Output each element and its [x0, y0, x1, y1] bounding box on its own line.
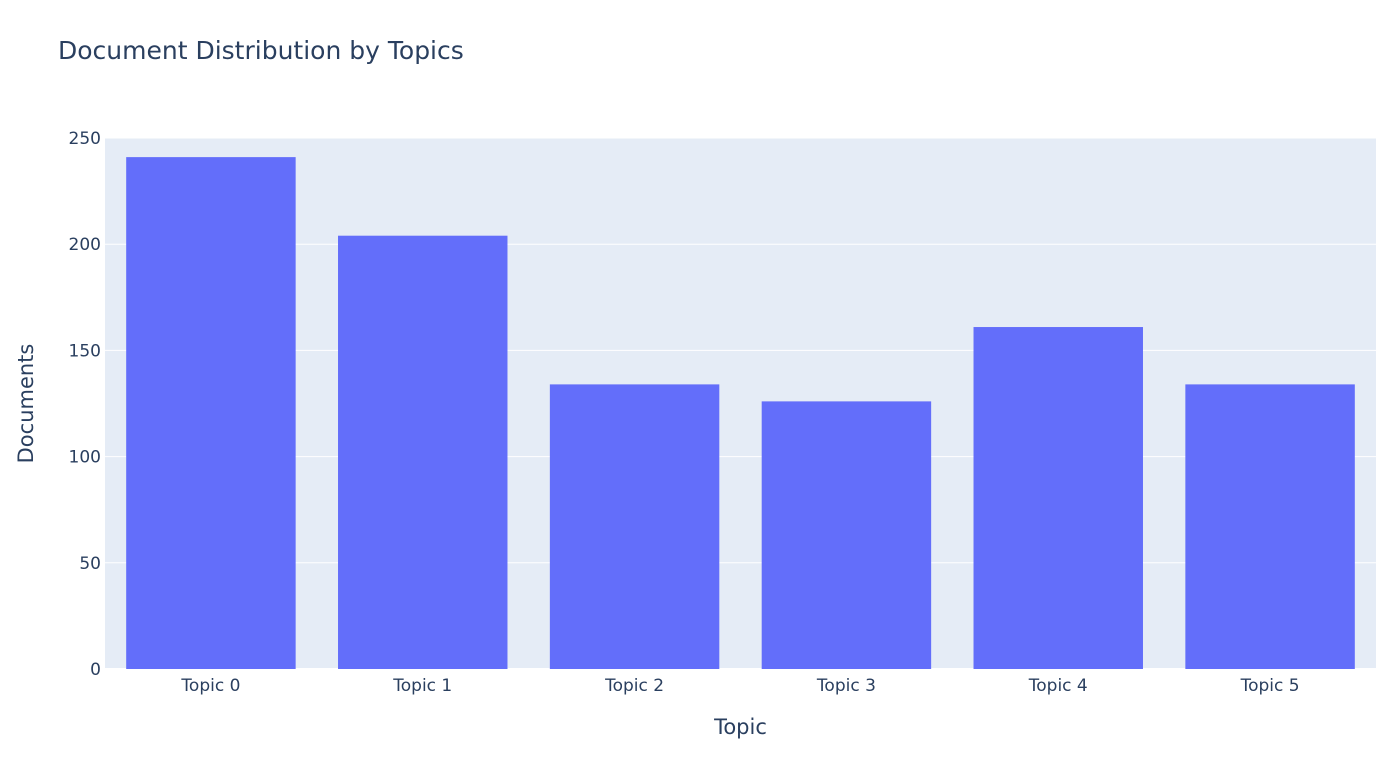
y-axis-title: Documents — [14, 344, 38, 464]
x-tick-label: Topic 0 — [180, 676, 240, 696]
x-tick-label: Topic 4 — [1028, 676, 1088, 696]
plot-area — [105, 138, 1376, 669]
y-tick-label: 0 — [90, 660, 101, 680]
bar[interactable] — [338, 235, 508, 670]
bar[interactable] — [126, 157, 296, 669]
y-tick-label: 250 — [69, 129, 101, 149]
y-axis-ticks: 0 50 100 150 200 250 — [69, 129, 101, 680]
x-axis-title: Topic — [713, 715, 767, 739]
chart-title: Document Distribution by Topics — [58, 36, 464, 65]
bar[interactable] — [1185, 384, 1355, 669]
x-tick-label: Topic 2 — [604, 676, 664, 696]
x-tick-label: Topic 1 — [392, 676, 452, 696]
x-tick-label: Topic 3 — [816, 676, 876, 696]
gridlines — [105, 137, 1376, 670]
x-tick-label: Topic 5 — [1240, 676, 1300, 696]
y-tick-label: 150 — [69, 341, 101, 361]
bar[interactable] — [761, 401, 932, 669]
bars — [126, 157, 1355, 670]
x-axis-ticks: Topic 0 Topic 1 Topic 2 Topic 3 Topic 4 Topic… — [180, 676, 1299, 696]
bar[interactable] — [549, 384, 720, 669]
y-tick-label: 200 — [69, 235, 101, 255]
bar[interactable] — [973, 327, 1143, 669]
y-tick-label: 50 — [79, 554, 101, 574]
y-tick-label: 100 — [69, 448, 101, 468]
